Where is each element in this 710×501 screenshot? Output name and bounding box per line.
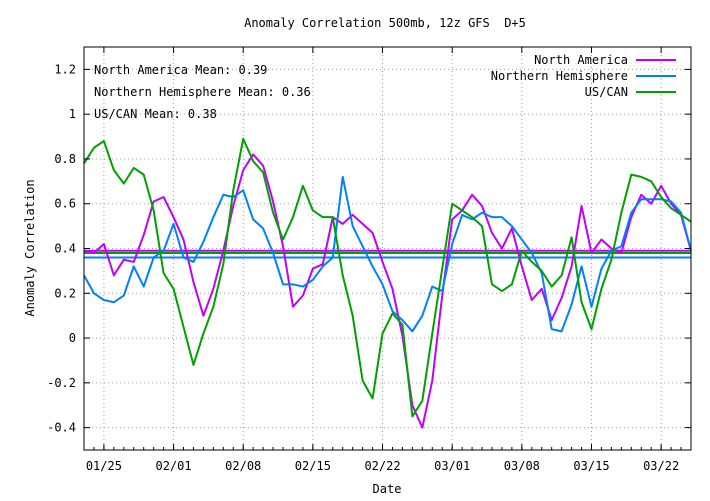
x-tick-label: 02/22 [364,459,400,473]
y-axis-label: Anomaly Correlation [23,179,37,316]
y-tick-label: 0 [69,331,76,345]
y-tick-label: -0.4 [47,421,76,435]
annotation-na-mean: North America Mean: 0.39 [94,63,267,77]
x-tick-label: 03/22 [643,459,679,473]
annotation-uscan-mean: US/CAN Mean: 0.38 [94,107,217,121]
legend-label-north-america: North America [534,53,628,67]
legend-label-us-can: US/CAN [585,85,628,99]
legend: North America Northern Hemisphere US/CAN [491,53,676,99]
y-tick-label: 0.4 [54,242,76,256]
axis-ticks [83,47,692,450]
x-tick-label: 03/01 [434,459,470,473]
y-tick-label: 1 [69,107,76,121]
tick-labels: -0.4 -0.2 0 0.2 0.4 0.6 0.8 1 1.2 01/25 02/01 02/08… [47,62,679,473]
x-tick-label: 03/15 [573,459,609,473]
chart-title: Anomaly Correlation 500mb, 12z GFS D+5 [244,16,526,30]
x-tick-label: 02/15 [295,459,331,473]
x-tick-label: 01/25 [86,459,122,473]
x-tick-label: 03/08 [504,459,540,473]
x-axis-label: Date [373,482,402,496]
x-tick-label: 02/01 [155,459,191,473]
y-tick-label: 1.2 [54,62,76,76]
series-line-north-america [83,153,692,429]
data-series [83,137,692,429]
series-line-northern-hemisphere [83,175,692,333]
y-tick-label: -0.2 [47,376,76,390]
series-line-us-can [83,137,692,418]
y-tick-label: 0.2 [54,286,76,300]
x-tick-label: 02/08 [225,459,261,473]
legend-label-northern-hemisphere: Northern Hemisphere [491,69,628,83]
y-tick-label: 0.8 [54,152,76,166]
y-tick-label: 0.6 [54,197,76,211]
annotation-nh-mean: Northern Hemisphere Mean: 0.36 [94,85,311,99]
